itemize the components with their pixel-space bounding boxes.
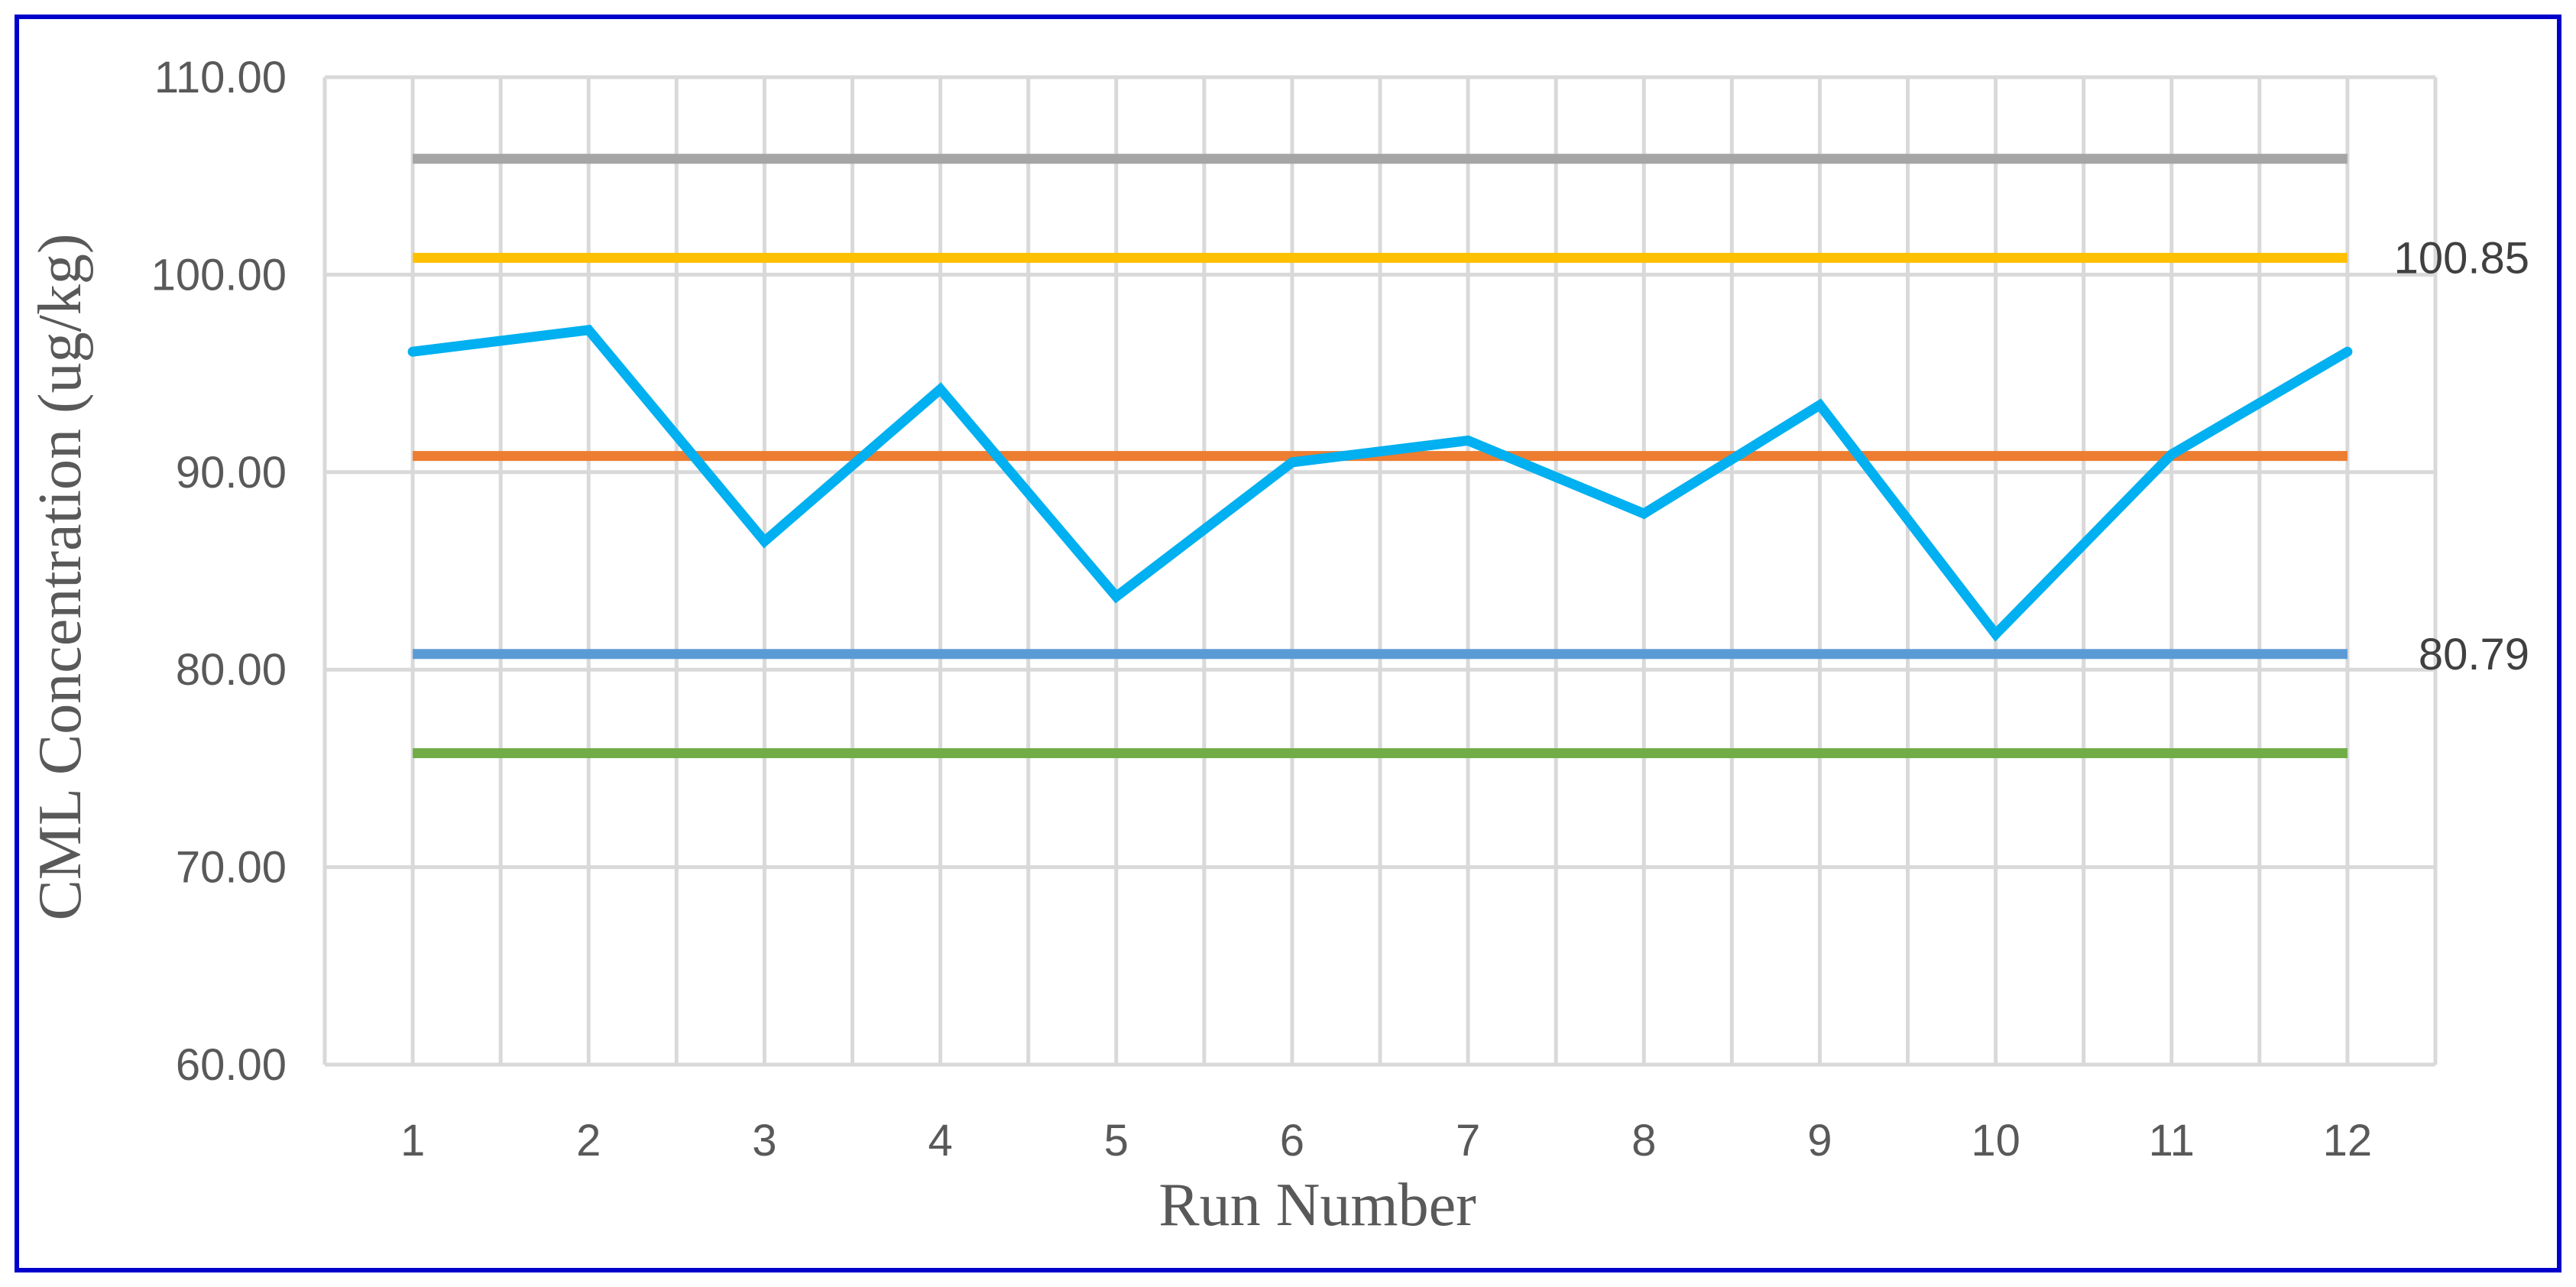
x-tick-label: 10 [1971, 1116, 2020, 1165]
x-tick-label: 3 [752, 1116, 776, 1165]
x-tick-label: 2 [576, 1116, 601, 1165]
x-tick-label: 6 [1280, 1116, 1304, 1165]
chart-border [15, 15, 2561, 1272]
x-tick-label: 4 [928, 1116, 952, 1165]
y-tick-label: 110.00 [154, 53, 287, 102]
x-tick-label: 8 [1631, 1116, 1656, 1165]
y-tick-label: 70.00 [176, 843, 287, 893]
reference-line-labels: 100.85 80.79 [2394, 233, 2529, 679]
vertical-gridlines [322, 77, 2438, 1065]
y-tick-label: 80.00 [176, 645, 287, 695]
x-tick-label: 7 [1456, 1116, 1480, 1165]
y-tick-label: 90.00 [176, 448, 287, 498]
series-layer [407, 324, 2353, 642]
x-tick-label: 5 [1104, 1116, 1129, 1165]
x-tick-label: 1 [400, 1116, 425, 1165]
reference-line-label: 100.85 [2394, 233, 2529, 283]
series-line [407, 324, 2353, 642]
x-tick-labels: 1 2 3 4 5 6 7 8 9 10 11 12 [400, 1116, 2372, 1165]
x-tick-label: 12 [2323, 1116, 2373, 1165]
reference-line-label: 80.79 [2419, 630, 2529, 679]
x-tick-label: 9 [1807, 1116, 1832, 1165]
y-axis-title: CML Concentration (ug/kg) [27, 233, 94, 920]
y-tick-labels: 60.00 70.00 80.00 90.00 100.00 110.00 [151, 53, 287, 1090]
y-tick-label: 100.00 [151, 250, 287, 300]
x-tick-label: 11 [2149, 1116, 2195, 1165]
y-tick-label: 60.00 [176, 1040, 287, 1090]
x-axis-title: Run Number [1158, 1172, 1476, 1239]
